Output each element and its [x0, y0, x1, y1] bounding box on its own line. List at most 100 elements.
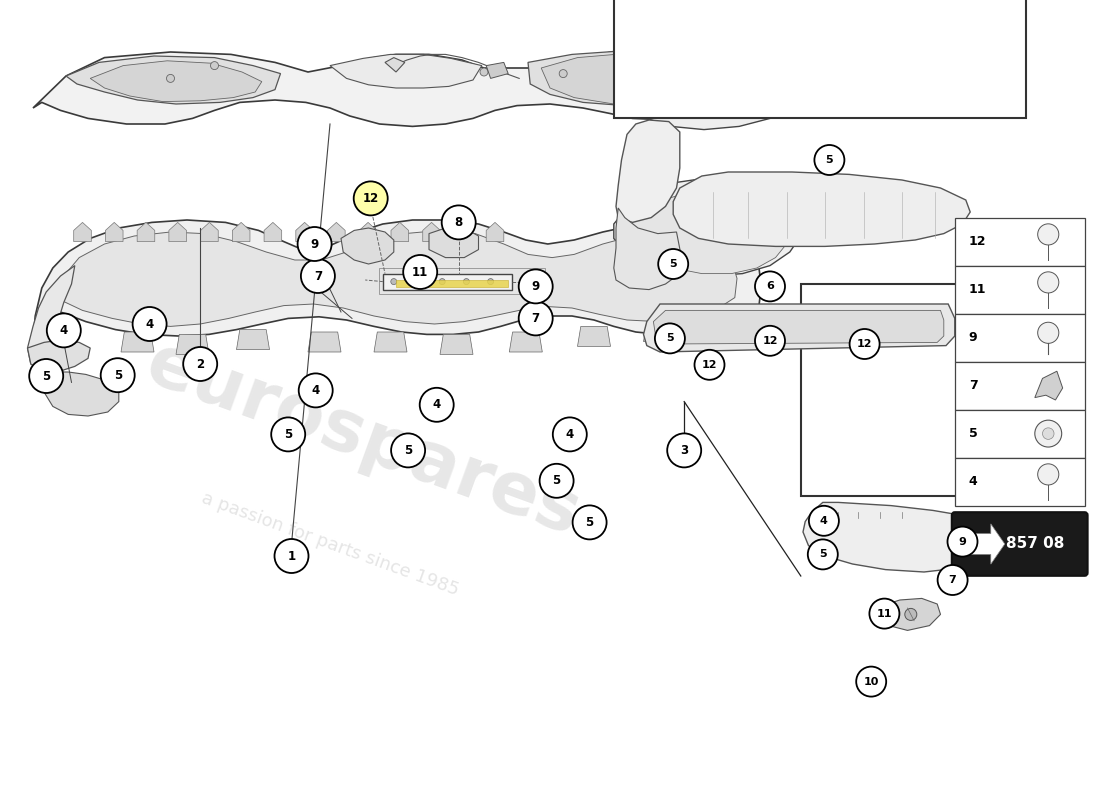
Circle shape [947, 526, 978, 557]
Bar [955, 266, 1085, 314]
Text: 11: 11 [877, 609, 892, 618]
Text: 5: 5 [667, 334, 673, 343]
Text: a passion for parts since 1985: a passion for parts since 1985 [199, 489, 461, 599]
Circle shape [275, 539, 308, 573]
Bar [614, 0, 1026, 118]
Circle shape [755, 326, 785, 356]
Circle shape [559, 70, 568, 78]
Circle shape [937, 565, 968, 595]
Polygon shape [138, 222, 155, 242]
Polygon shape [636, 48, 801, 130]
Text: 5: 5 [826, 155, 833, 165]
Polygon shape [616, 120, 680, 222]
Text: 5: 5 [42, 370, 51, 382]
Polygon shape [385, 58, 405, 72]
Polygon shape [1035, 371, 1063, 400]
Polygon shape [28, 266, 75, 364]
Polygon shape [33, 46, 786, 126]
Bar [955, 458, 1085, 506]
Polygon shape [90, 61, 262, 102]
Polygon shape [121, 332, 154, 352]
Polygon shape [803, 502, 1003, 572]
Polygon shape [74, 222, 91, 242]
Text: 11: 11 [969, 283, 987, 296]
Text: 9: 9 [969, 331, 978, 344]
Circle shape [392, 434, 425, 467]
Circle shape [210, 62, 219, 70]
Text: 5: 5 [404, 444, 412, 457]
Text: 4: 4 [565, 428, 574, 441]
Text: 5: 5 [284, 428, 293, 441]
Text: 7: 7 [531, 312, 540, 325]
Polygon shape [106, 222, 123, 242]
Polygon shape [66, 56, 280, 104]
Polygon shape [653, 310, 944, 344]
Polygon shape [374, 332, 407, 352]
Polygon shape [440, 334, 473, 354]
Bar [955, 218, 1085, 266]
Circle shape [668, 434, 701, 467]
Text: 11: 11 [412, 266, 428, 278]
Polygon shape [578, 326, 610, 346]
Circle shape [814, 145, 845, 175]
Bar [955, 314, 1085, 362]
Circle shape [722, 76, 730, 84]
Text: 1: 1 [287, 550, 296, 562]
Circle shape [573, 506, 606, 539]
Text: 12: 12 [363, 192, 378, 205]
Text: 5: 5 [585, 516, 594, 529]
Text: 12: 12 [762, 336, 778, 346]
Polygon shape [429, 228, 478, 258]
Circle shape [133, 307, 166, 341]
Text: 5: 5 [820, 550, 826, 559]
Circle shape [807, 539, 838, 570]
Polygon shape [696, 314, 729, 334]
Circle shape [808, 506, 839, 536]
Text: 7: 7 [969, 379, 978, 392]
Circle shape [184, 347, 217, 381]
Text: 12: 12 [969, 235, 987, 248]
Polygon shape [486, 62, 508, 78]
Text: 4: 4 [145, 318, 154, 330]
Circle shape [404, 255, 437, 289]
Polygon shape [308, 332, 341, 352]
Polygon shape [169, 222, 187, 242]
Circle shape [166, 74, 175, 82]
Polygon shape [33, 220, 761, 344]
Circle shape [272, 418, 305, 451]
Text: 8: 8 [454, 216, 463, 229]
Polygon shape [614, 178, 801, 276]
Circle shape [47, 314, 80, 347]
Circle shape [694, 350, 725, 380]
Text: 4: 4 [311, 384, 320, 397]
Circle shape [755, 271, 785, 302]
Text: 5: 5 [969, 427, 978, 440]
Circle shape [390, 278, 397, 285]
Polygon shape [53, 230, 737, 328]
Polygon shape [644, 304, 955, 352]
Polygon shape [296, 222, 314, 242]
Circle shape [101, 358, 134, 392]
Circle shape [553, 418, 586, 451]
Circle shape [1037, 322, 1059, 343]
Circle shape [658, 249, 689, 279]
Polygon shape [509, 332, 542, 352]
Polygon shape [422, 222, 440, 242]
Polygon shape [396, 280, 508, 287]
Bar [955, 410, 1085, 458]
Polygon shape [200, 222, 218, 242]
Circle shape [1035, 420, 1062, 447]
Polygon shape [528, 50, 737, 106]
Polygon shape [486, 222, 504, 242]
Circle shape [1037, 224, 1059, 245]
Text: 6: 6 [766, 282, 774, 291]
Circle shape [30, 359, 63, 393]
Circle shape [299, 374, 332, 407]
Circle shape [1037, 464, 1059, 485]
Circle shape [540, 464, 573, 498]
Circle shape [301, 259, 334, 293]
Circle shape [656, 68, 664, 76]
Polygon shape [383, 274, 512, 290]
Circle shape [856, 666, 887, 697]
Circle shape [439, 278, 446, 285]
